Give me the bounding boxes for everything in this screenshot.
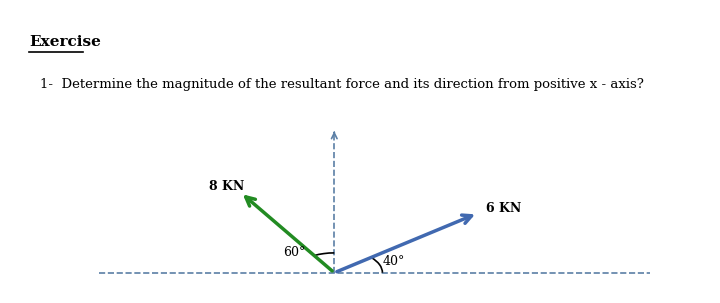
- Text: 6 KN: 6 KN: [486, 202, 521, 215]
- Text: 40°: 40°: [382, 255, 405, 268]
- Text: 60°: 60°: [284, 245, 306, 258]
- Text: 8 KN: 8 KN: [209, 180, 244, 193]
- Text: 1-  Determine the magnitude of the resultant force and its direction from positi: 1- Determine the magnitude of the result…: [40, 78, 644, 91]
- Text: Exercise: Exercise: [29, 35, 101, 49]
